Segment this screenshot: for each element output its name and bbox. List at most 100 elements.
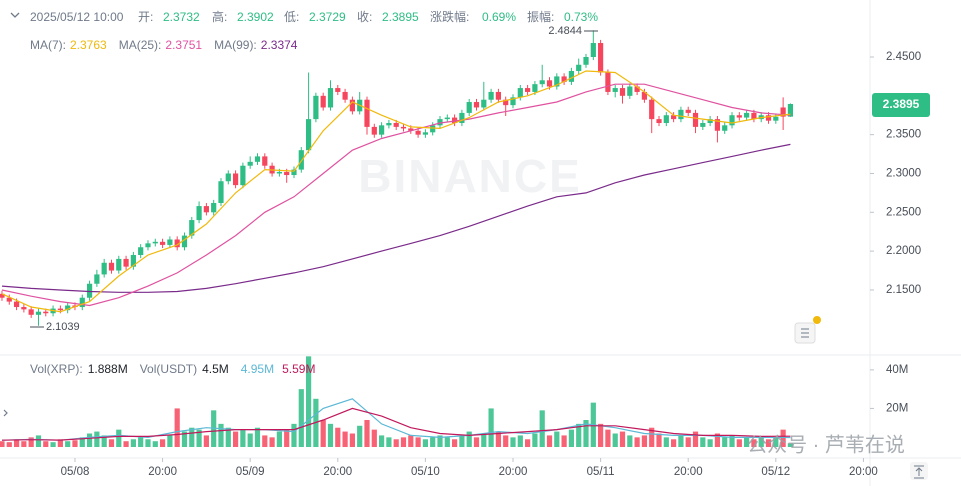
volume-legend-value: 4.95M bbox=[241, 362, 274, 376]
volume-bar bbox=[744, 437, 750, 447]
candle-body bbox=[641, 91, 648, 100]
candle-body bbox=[415, 130, 421, 135]
volume-bar bbox=[284, 429, 290, 447]
volume-bar bbox=[50, 442, 56, 447]
candle-body bbox=[123, 258, 129, 267]
volume-tick-label: 20M bbox=[886, 402, 908, 414]
volume-bar bbox=[349, 433, 355, 447]
volume-bar bbox=[627, 435, 633, 447]
volume-bar bbox=[79, 437, 85, 447]
volume-bar bbox=[181, 431, 188, 447]
volume-bar bbox=[787, 443, 794, 447]
candle-body bbox=[459, 112, 465, 124]
volume-bar bbox=[444, 437, 450, 447]
candle-body bbox=[262, 156, 268, 166]
volume-bar bbox=[707, 439, 713, 447]
volume-bar bbox=[247, 433, 253, 447]
candle-body bbox=[714, 119, 721, 131]
volume-bar bbox=[28, 437, 34, 447]
x-tick-label: 05/09 bbox=[236, 466, 265, 478]
legend-value: 2.3374 bbox=[261, 38, 298, 52]
volume-bar bbox=[327, 423, 334, 447]
x-tick-label: 05/08 bbox=[61, 466, 90, 478]
volume-bar bbox=[736, 439, 742, 447]
label: 涨跌幅: bbox=[430, 9, 469, 24]
volume-bar bbox=[364, 419, 370, 447]
volume-legend-label: 4.5M bbox=[202, 362, 229, 376]
volume-bar bbox=[751, 439, 757, 447]
candle-body bbox=[313, 95, 319, 120]
volume-bar bbox=[269, 437, 275, 447]
volume-bar bbox=[546, 435, 553, 447]
volume-bar bbox=[86, 433, 93, 447]
collapse-icon[interactable] bbox=[10, 12, 20, 18]
ma-line bbox=[1, 70, 791, 313]
x-tick-label: 20:00 bbox=[849, 466, 878, 478]
volume-bar bbox=[130, 439, 136, 447]
candle-body bbox=[196, 206, 202, 221]
volume-bar bbox=[108, 439, 115, 447]
candle-body bbox=[181, 235, 188, 248]
volume-bar bbox=[495, 431, 502, 447]
candle-body bbox=[247, 161, 253, 166]
candle-body bbox=[430, 125, 436, 133]
volume-bar bbox=[619, 431, 626, 447]
candle-body bbox=[86, 283, 93, 298]
candle-body bbox=[568, 70, 575, 82]
volume-ma-line bbox=[1, 407, 791, 441]
volume-bar bbox=[189, 427, 195, 447]
candle-body bbox=[539, 80, 545, 85]
candle-body bbox=[116, 258, 122, 271]
candle-body bbox=[736, 115, 742, 118]
candle-body bbox=[167, 239, 173, 245]
volume-bar bbox=[430, 437, 436, 447]
candle-body bbox=[605, 72, 611, 92]
volume-bar bbox=[123, 441, 129, 447]
scale-icon bbox=[914, 465, 924, 479]
candle-body bbox=[619, 88, 626, 96]
candle-body bbox=[320, 95, 326, 108]
candle-body bbox=[627, 86, 633, 96]
volume-bar bbox=[605, 429, 611, 447]
x-tick-label: 20:00 bbox=[674, 466, 703, 478]
volume-bar bbox=[598, 423, 604, 447]
volume-bar bbox=[94, 431, 100, 447]
value: 2.3729 bbox=[309, 10, 346, 24]
candle-body bbox=[408, 128, 414, 131]
x-tick-label: 05/10 bbox=[411, 466, 440, 478]
candle-body bbox=[284, 171, 290, 176]
volume-bar bbox=[671, 439, 677, 447]
time: 2025/05/12 10:00 bbox=[30, 10, 124, 24]
volume-bar bbox=[408, 435, 414, 447]
volume-bar bbox=[656, 433, 662, 447]
volume-bar bbox=[488, 408, 494, 447]
expand-icon[interactable] bbox=[3, 409, 8, 417]
candle-body bbox=[473, 102, 480, 108]
candle-body bbox=[503, 99, 509, 106]
candle-body bbox=[130, 255, 136, 267]
candle-body bbox=[780, 107, 786, 117]
candle-body bbox=[276, 171, 282, 174]
candle-body bbox=[203, 206, 209, 213]
candle-body bbox=[400, 126, 407, 129]
x-tick-label: 20:00 bbox=[323, 466, 352, 478]
overlay-text: 公众号 · 芦苇在说 bbox=[747, 433, 905, 456]
volume-bar bbox=[254, 427, 261, 447]
volume-bar bbox=[101, 435, 107, 447]
volume-bar bbox=[510, 437, 516, 447]
volume-bar bbox=[203, 435, 209, 447]
volume-bar bbox=[167, 435, 173, 447]
volume-bar bbox=[35, 435, 42, 447]
volume-bar bbox=[722, 437, 728, 447]
volume-bar bbox=[232, 431, 239, 447]
candle-body bbox=[751, 112, 757, 120]
candle-body bbox=[152, 241, 158, 244]
volume-bar bbox=[576, 423, 582, 447]
candle-body bbox=[700, 123, 706, 127]
candle-body bbox=[65, 305, 71, 311]
volume-bar bbox=[305, 356, 312, 447]
candle-body bbox=[452, 117, 458, 124]
candle-body bbox=[510, 97, 516, 106]
candle-body bbox=[554, 76, 560, 87]
volume-bar bbox=[452, 439, 458, 447]
